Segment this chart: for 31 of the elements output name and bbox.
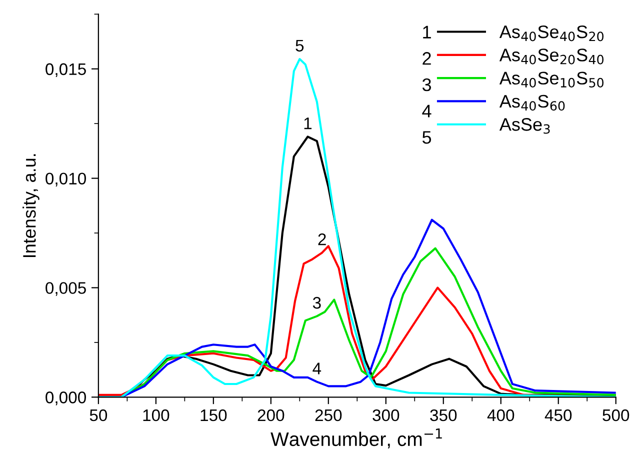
annotation: 1	[423, 26, 431, 38]
x-tick-label: 200	[258, 409, 284, 422]
y-tick-label: 0,005	[46, 282, 86, 296]
legend-label: As$_{40}$Se$_{40}$S$_{20}$	[499, 25, 604, 42]
x-tick-label: 350	[430, 409, 457, 422]
annotation: 2	[318, 233, 326, 246]
x-tick-label: 50	[90, 409, 108, 422]
y-tick-label: 0,015	[46, 63, 86, 78]
annotation: 3	[312, 296, 321, 309]
legend-label: AsSe$_{3}$	[499, 118, 550, 134]
x-tick-label: 450	[544, 409, 572, 422]
x-axis-title: Wavenumber, cm$^{−1}$	[270, 428, 442, 448]
annotation: 5	[296, 40, 304, 52]
annotation: 4	[312, 362, 322, 374]
x-tick-label: 500	[602, 409, 630, 422]
y-axis-title: Intensity, a.u.	[22, 154, 40, 258]
x-tick-label: 150	[200, 409, 227, 422]
annotation: 4	[422, 104, 432, 118]
x-tick-label: 250	[315, 409, 342, 422]
legend-label: As$_{40}$Se$_{10}$S$_{50}$	[499, 72, 604, 88]
legend-label: As$_{40}$Se$_{20}$S$_{40}$	[499, 48, 604, 64]
y-tick-label: 0,010	[46, 172, 86, 186]
annotation: 5	[422, 131, 432, 144]
x-tick-label: 100	[143, 409, 170, 422]
legend-label: As$_{40}$S$_{60}$	[499, 94, 565, 111]
annotation: 3	[422, 78, 431, 92]
annotation: 1	[304, 118, 312, 130]
x-tick-label: 400	[487, 409, 514, 422]
y-tick-label: 0,000	[46, 392, 86, 406]
annotation: 2	[422, 52, 431, 65]
x-tick-label: 300	[372, 409, 400, 422]
